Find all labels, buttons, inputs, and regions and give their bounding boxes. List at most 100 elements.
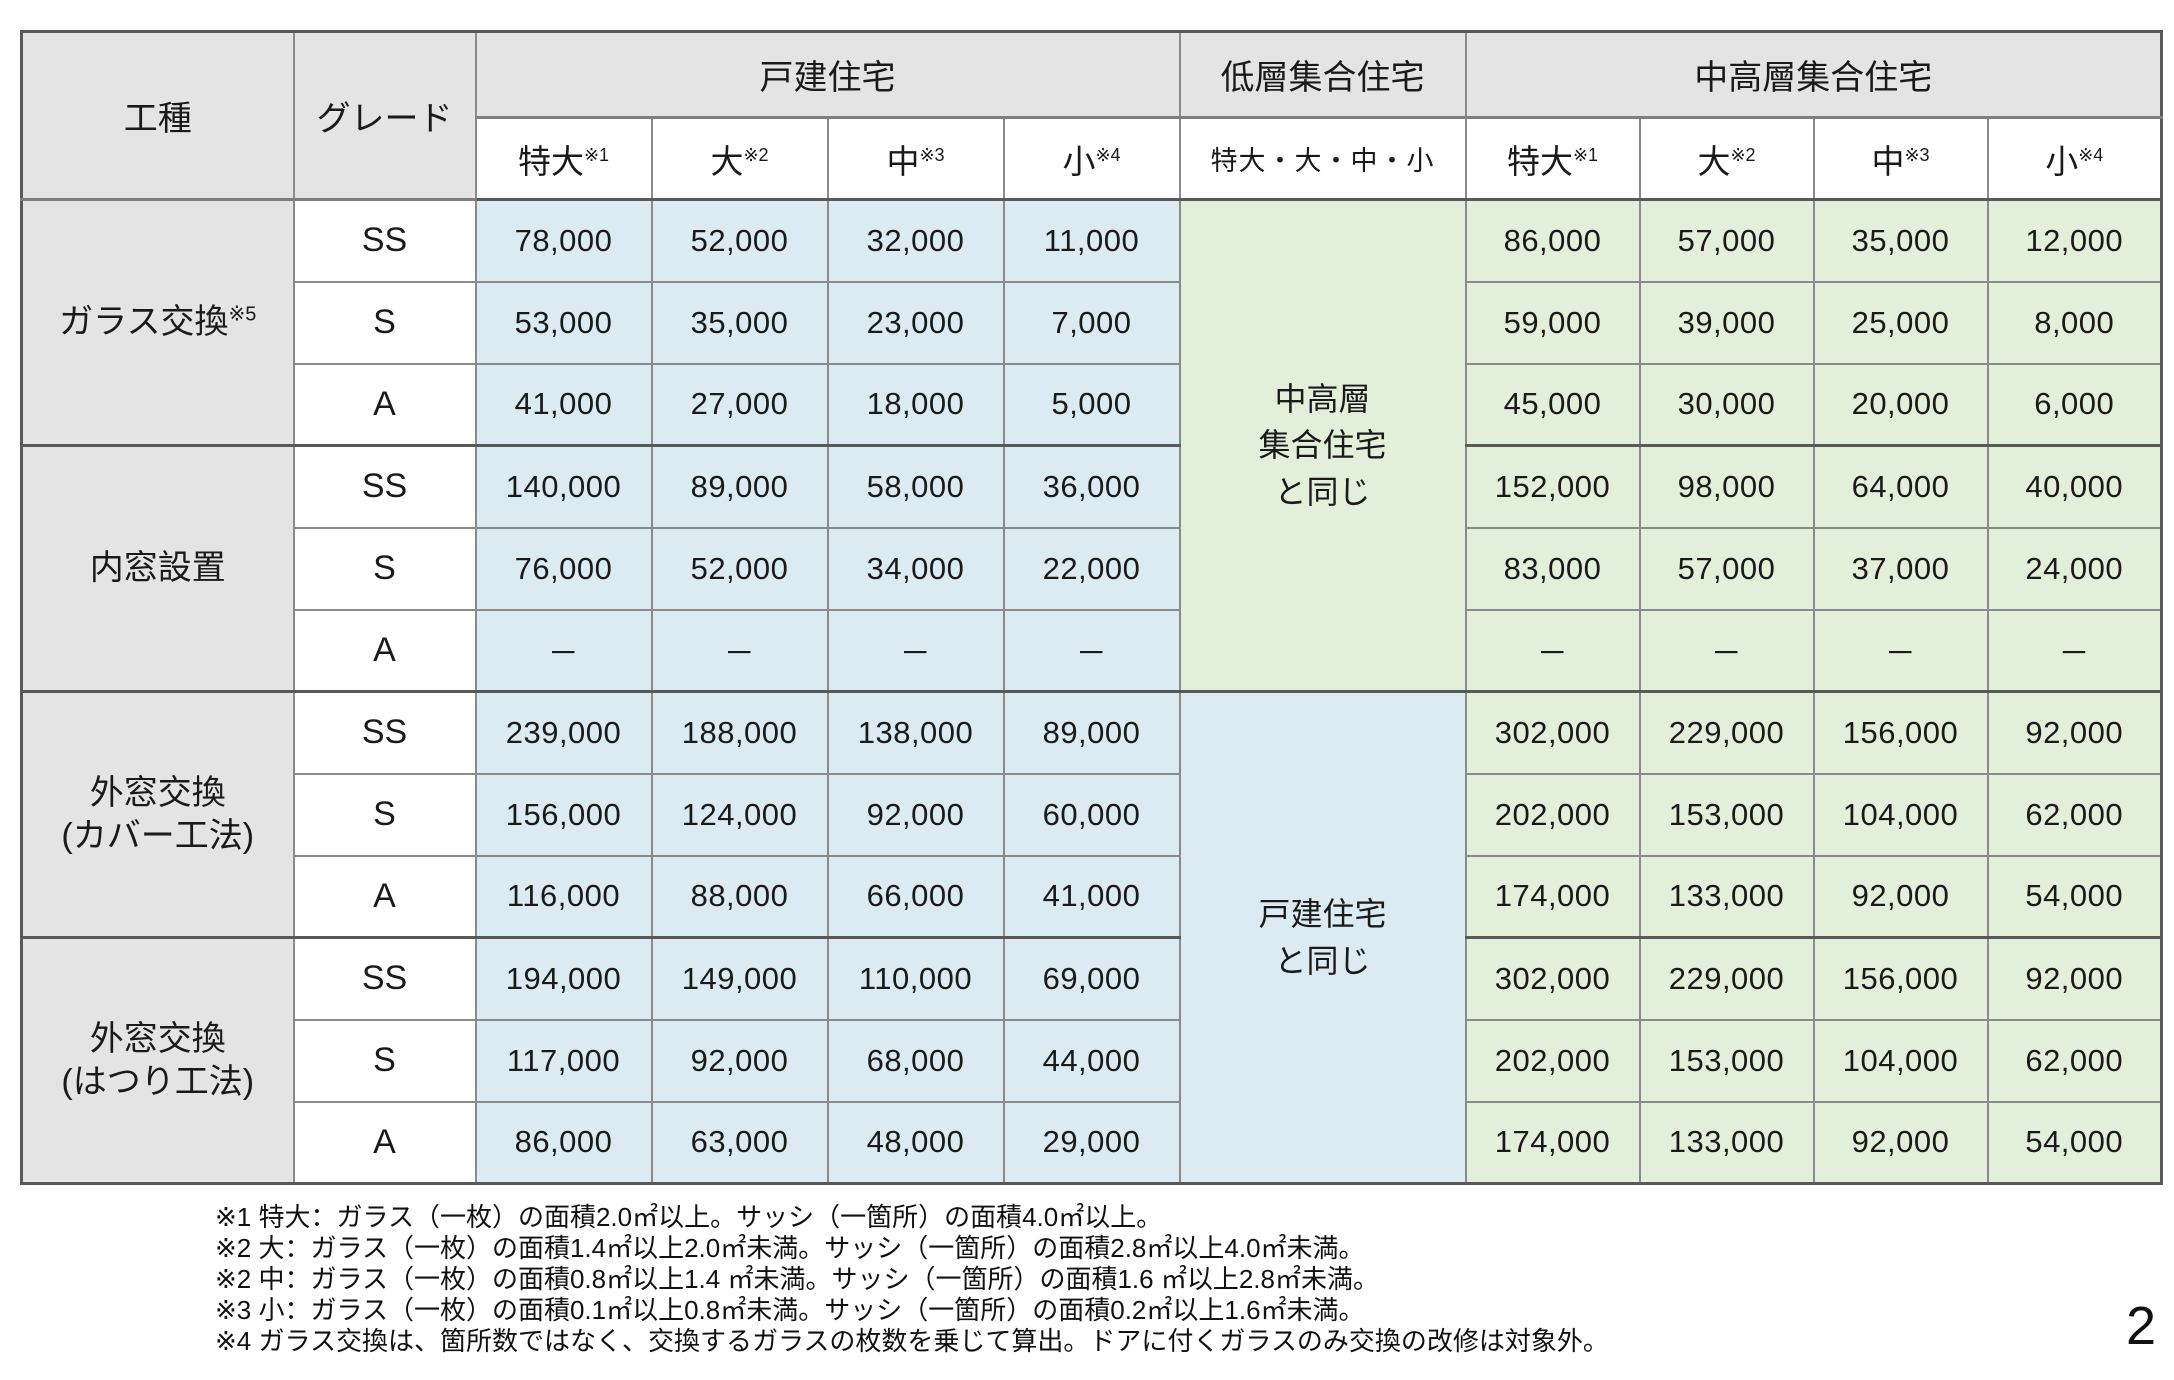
header-size-l-midhigh: 大※2 <box>1638 116 1815 201</box>
price-cell: 57,000 <box>1638 526 1815 611</box>
header-group-detached-house: 戸建住宅 <box>474 30 1181 119</box>
price-cell: 104,000 <box>1812 772 1989 857</box>
price-cell: 140,000 <box>474 444 653 529</box>
price-cell: 86,000 <box>474 1100 653 1185</box>
price-cell: 116,000 <box>474 854 653 939</box>
header-work-type: 工種 <box>20 30 295 201</box>
price-cell: 92,000 <box>1986 690 2163 775</box>
size-note: ※1 <box>1572 144 1599 165</box>
price-cell: － <box>650 608 829 693</box>
price-cell: 45,000 <box>1464 362 1641 447</box>
price-cell: 76,000 <box>474 526 653 611</box>
price-cell: 5,000 <box>1002 362 1181 447</box>
page-number: 2 <box>2125 1296 2156 1356</box>
price-cell: 64,000 <box>1812 444 1989 529</box>
price-cell: 39,000 <box>1638 280 1815 365</box>
price-cell: 153,000 <box>1638 1018 1815 1103</box>
price-cell: 156,000 <box>1812 936 1989 1021</box>
price-cell: 12,000 <box>1986 198 2163 283</box>
footnote-4: ※3 小：ガラス（一枚）の面積0.1㎡以上0.8㎡未満。サッシ（一箇所）の面積0… <box>215 1295 1365 1325</box>
footnote-5: ※4 ガラス交換は、箇所数ではなく、交換するガラスの枚数を乗じて算出。ドアに付く… <box>215 1326 1609 1356</box>
price-cell: 40,000 <box>1986 444 2163 529</box>
grade-cell: A <box>292 1100 477 1185</box>
price-cell: 302,000 <box>1464 690 1641 775</box>
price-cell: 11,000 <box>1002 198 1181 283</box>
work-type-label: 内窓設置 <box>89 549 226 588</box>
price-cell: 18,000 <box>826 362 1005 447</box>
subsidy-price-table: 工種 グレード 戸建住宅 低層集合住宅 中高層集合住宅 特大※1 大※2 中※3… <box>20 30 2163 1185</box>
price-cell: 92,000 <box>1986 936 2163 1021</box>
footnotes: ※1 特大：ガラス（一枚）の面積2.0㎡以上。サッシ（一箇所）の面積4.0㎡以上… <box>215 1202 1609 1357</box>
price-cell: 202,000 <box>1464 1018 1641 1103</box>
price-cell: 53,000 <box>474 280 653 365</box>
price-cell: 86,000 <box>1464 198 1641 283</box>
price-cell: 98,000 <box>1638 444 1815 529</box>
grade-cell: SS <box>292 444 477 529</box>
price-cell: 89,000 <box>650 444 829 529</box>
price-cell: 78,000 <box>474 198 653 283</box>
size-label: 中 <box>1871 142 1905 180</box>
price-cell: 239,000 <box>474 690 653 775</box>
lowrise-same-as-detached-cell: 戸建住宅 と同じ <box>1178 690 1467 1185</box>
grade-cell: S <box>292 280 477 365</box>
price-cell: 22,000 <box>1002 526 1181 611</box>
header-group-midhighrise-apartment: 中高層集合住宅 <box>1464 30 2163 119</box>
price-cell: 92,000 <box>650 1018 829 1103</box>
price-cell: 24,000 <box>1986 526 2163 611</box>
price-cell: 229,000 <box>1638 936 1815 1021</box>
price-cell: 202,000 <box>1464 772 1641 857</box>
size-note: ※3 <box>919 144 945 165</box>
price-cell: 133,000 <box>1638 854 1815 939</box>
price-cell: 25,000 <box>1812 280 1989 365</box>
price-cell: 57,000 <box>1638 198 1815 283</box>
size-label: 中 <box>886 142 920 180</box>
size-note: ※2 <box>1730 144 1756 165</box>
footnote-1: ※1 特大：ガラス（一枚）の面積2.0㎡以上。サッシ（一箇所）の面積4.0㎡以上… <box>215 1202 1163 1232</box>
price-cell: 62,000 <box>1986 1018 2163 1103</box>
price-cell: 152,000 <box>1464 444 1641 529</box>
price-cell: 188,000 <box>650 690 829 775</box>
price-cell: 41,000 <box>1002 854 1181 939</box>
price-cell: 52,000 <box>650 198 829 283</box>
work-type-outer-window-hatsuri: 外窓交換 (はつり工法) <box>20 936 295 1185</box>
price-cell: 35,000 <box>1812 198 1989 283</box>
price-cell: 68,000 <box>826 1018 1005 1103</box>
size-note: ※2 <box>743 144 769 165</box>
header-group-lowrise-apartment: 低層集合住宅 <box>1178 30 1467 119</box>
footnote-2: ※2 大：ガラス（一枚）の面積1.4㎡以上2.0㎡未満。サッシ（一箇所）の面積2… <box>215 1233 1365 1263</box>
price-cell: － <box>474 608 653 693</box>
grade-cell: A <box>292 362 477 447</box>
price-cell: 174,000 <box>1464 854 1641 939</box>
size-label: 大 <box>1697 142 1731 180</box>
price-cell: 92,000 <box>1812 854 1989 939</box>
grade-cell: SS <box>292 690 477 775</box>
size-label: 小 <box>2045 142 2079 180</box>
price-cell: 23,000 <box>826 280 1005 365</box>
size-label: 大 <box>710 142 744 180</box>
price-cell: 35,000 <box>650 280 829 365</box>
header-size-s-detached: 小※4 <box>1002 116 1181 201</box>
price-cell: 58,000 <box>826 444 1005 529</box>
price-cell: 54,000 <box>1986 854 2163 939</box>
price-cell: － <box>1812 608 1989 693</box>
price-cell: 133,000 <box>1638 1100 1815 1185</box>
price-cell: 92,000 <box>1812 1100 1989 1185</box>
size-note: ※1 <box>583 144 610 165</box>
price-cell: 7,000 <box>1002 280 1181 365</box>
price-cell: 69,000 <box>1002 936 1181 1021</box>
size-label: 小 <box>1062 142 1096 180</box>
header-size-s-midhigh: 小※4 <box>1986 116 2163 201</box>
price-cell: 124,000 <box>650 772 829 857</box>
work-type-outer-window-cover: 外窓交換 (カバー工法) <box>20 690 295 939</box>
price-cell: 29,000 <box>1002 1100 1181 1185</box>
size-label: 特大 <box>1506 142 1573 180</box>
work-type-label: 外窓交換 (はつり工法) <box>61 1020 255 1101</box>
header-size-all-lowrise: 特大・大・中・小 <box>1178 116 1467 201</box>
price-cell: 174,000 <box>1464 1100 1641 1185</box>
header-size-m-detached: 中※3 <box>826 116 1005 201</box>
price-cell: 48,000 <box>826 1100 1005 1185</box>
price-cell: 60,000 <box>1002 772 1181 857</box>
price-cell: 32,000 <box>826 198 1005 283</box>
price-cell: 54,000 <box>1986 1100 2163 1185</box>
price-cell: 194,000 <box>474 936 653 1021</box>
